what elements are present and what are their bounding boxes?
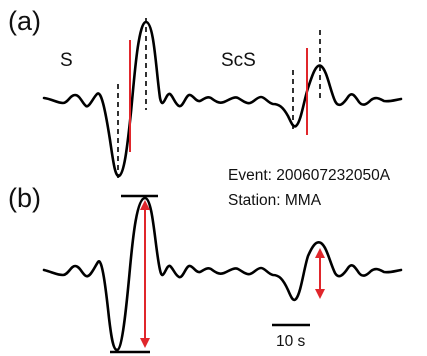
waveform-trace-a	[42, 20, 403, 178]
waveform-trace-b	[42, 196, 403, 352]
panel-b-label: (b)	[8, 183, 41, 213]
event-info: Event: 200607232050A	[228, 167, 391, 184]
panel-a-label: (a)	[8, 6, 41, 36]
station-info: Station: MMA	[228, 192, 322, 209]
time-scale-label: 10 s	[276, 333, 306, 350]
phase-s-label: S	[60, 50, 73, 71]
phase-scs-label: ScS	[221, 50, 256, 71]
